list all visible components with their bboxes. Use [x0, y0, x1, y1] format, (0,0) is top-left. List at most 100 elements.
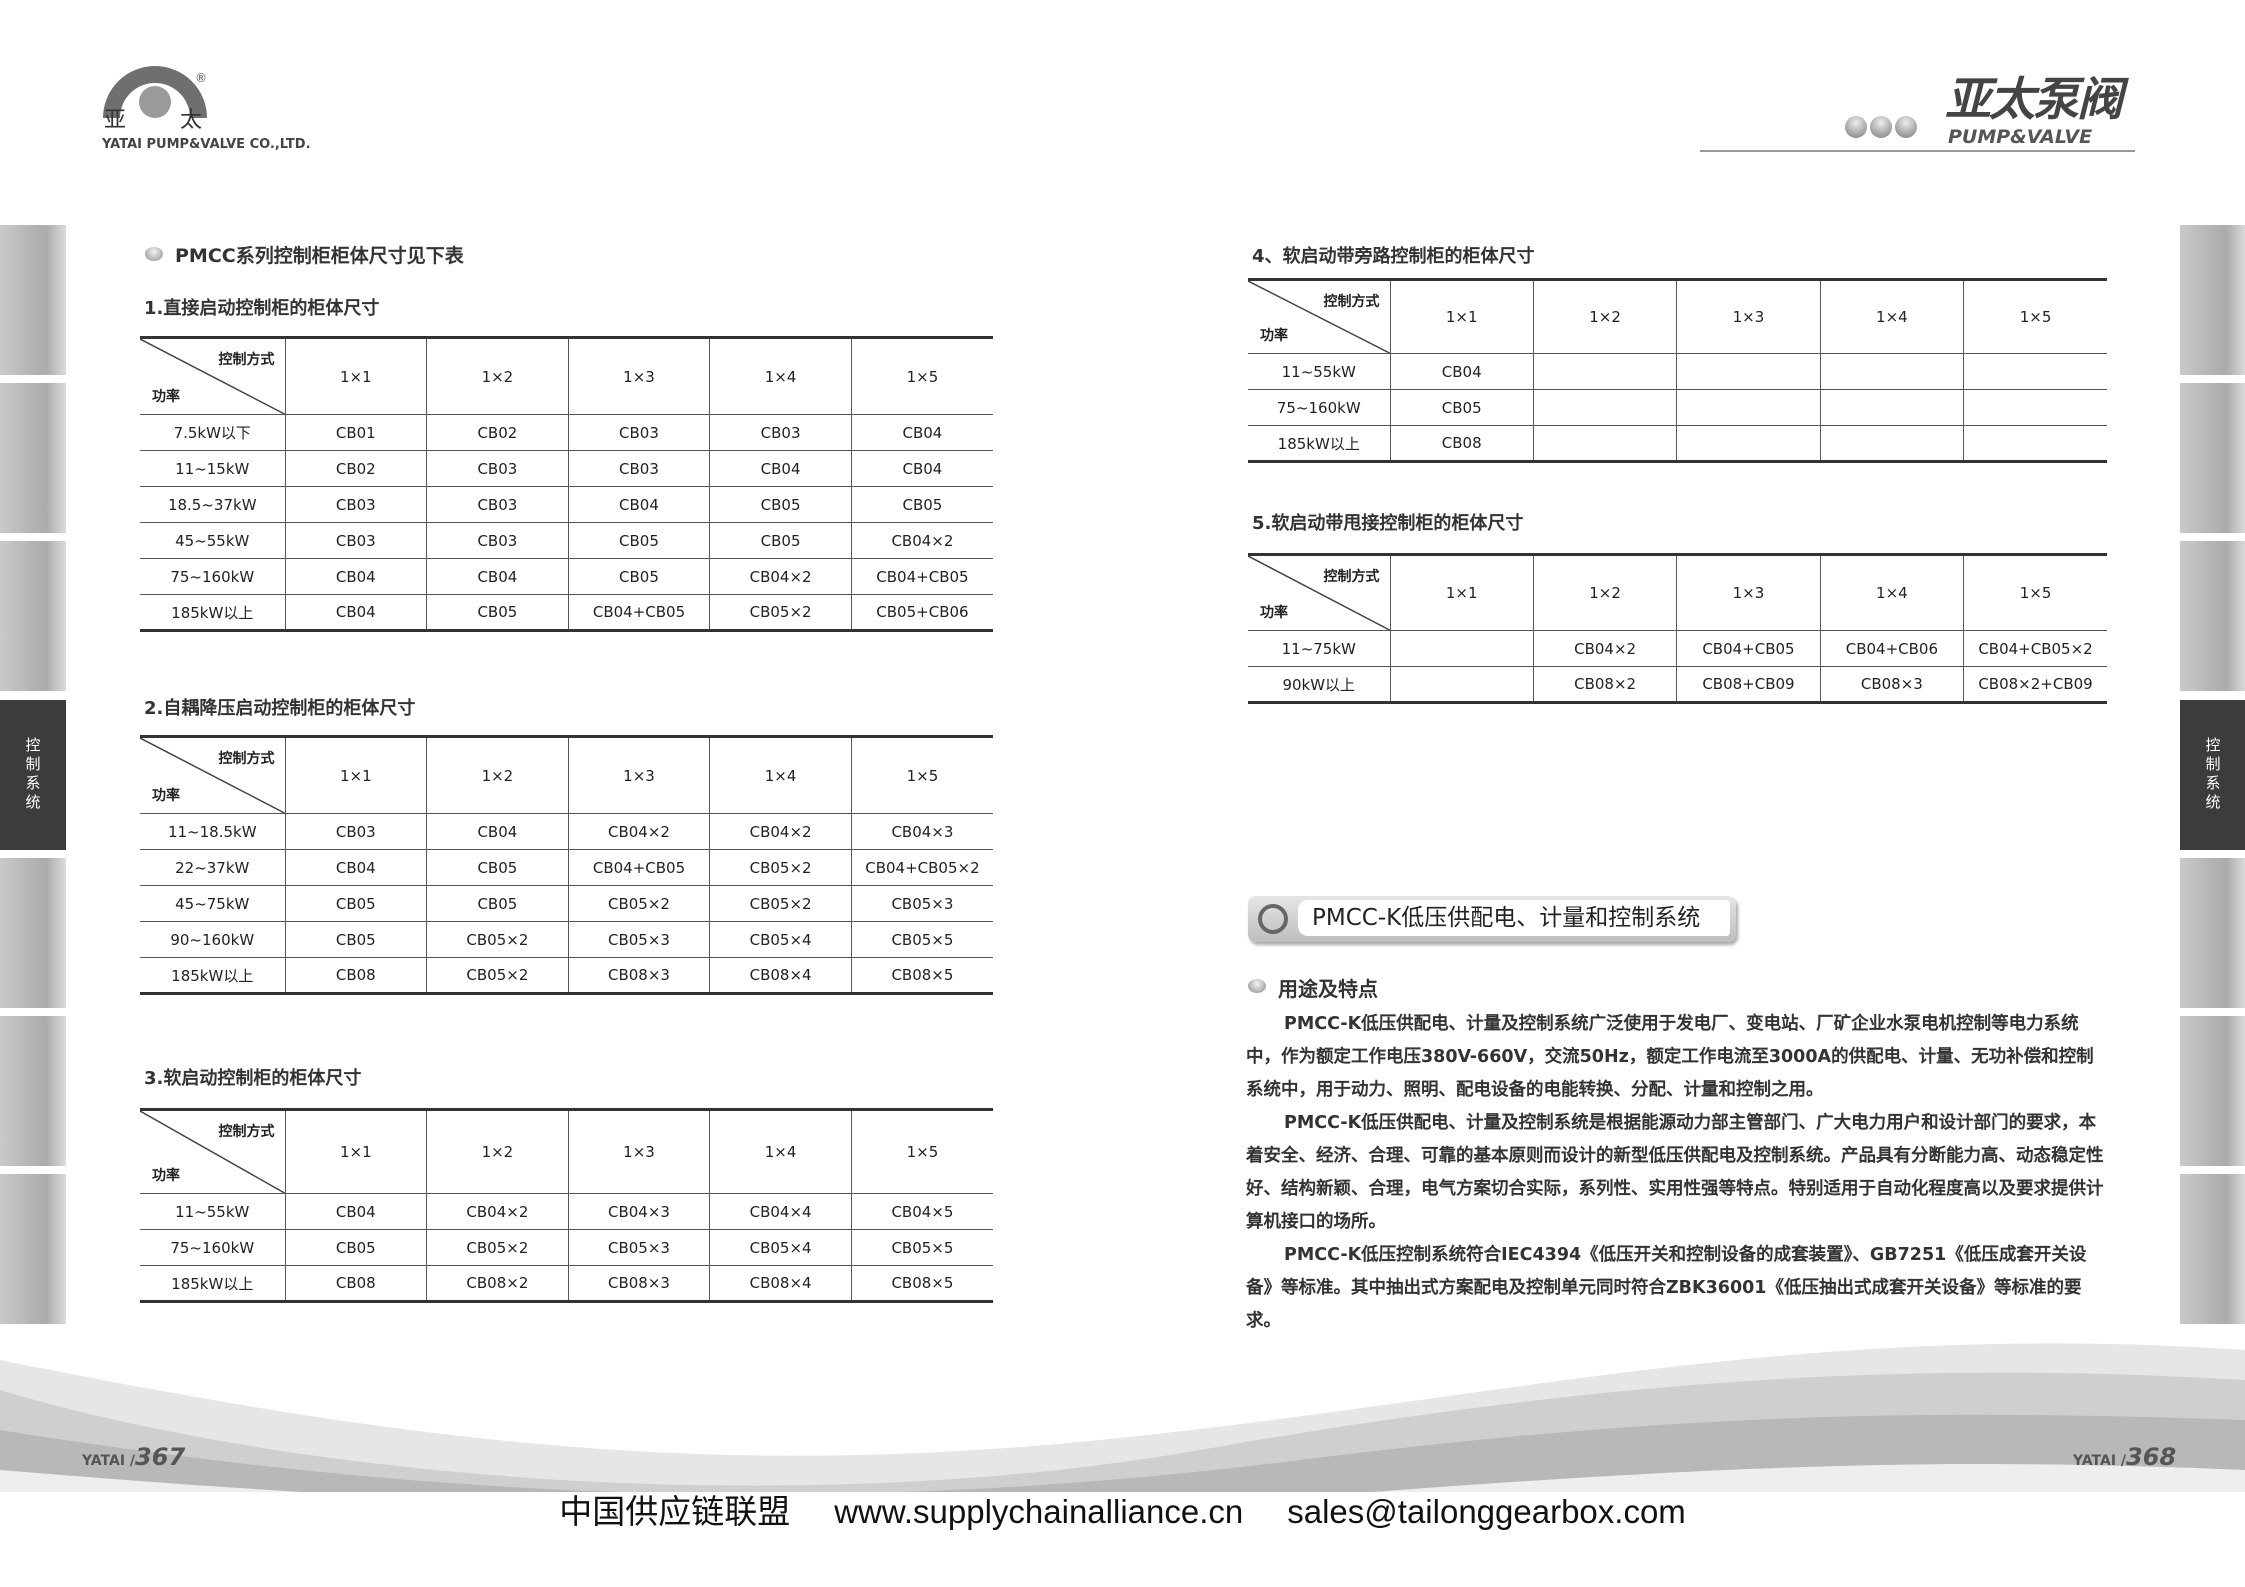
footer-website[interactable]: www.supplychainalliance.cn [834, 1493, 1244, 1530]
column-header: 1×3 [567, 1109, 710, 1194]
corner-top-label: 控制方式 [218, 352, 275, 368]
right-logo-en: PUMP&VALVE [1948, 126, 2093, 148]
column-header: 1×4 [1819, 554, 1964, 631]
table-cell: CB05×2 [709, 849, 852, 886]
table-cell: CB02 [426, 414, 569, 451]
table-cell: CB05 [426, 885, 569, 922]
table-cell [1819, 353, 1964, 390]
row-label: 7.5kW以下 [140, 414, 285, 451]
size-table: 控制方式 功率 1×1 1×2 1×3 1×4 1×5 11~55kW CB04 75~160kW… [1248, 278, 2107, 463]
table-header-row: 控制方式 功率 1×1 1×2 1×3 1×4 1×5 [1248, 279, 2107, 354]
corner-bottom-label: 功率 [1260, 328, 1288, 344]
table-cell: CB05 [284, 1229, 427, 1266]
corner-bottom-label: 功率 [152, 788, 180, 804]
side-tab [0, 1174, 66, 1324]
table-cell: CB03 [284, 522, 427, 559]
page-number: 368 [2126, 1443, 2177, 1471]
diagonal-line [140, 738, 285, 813]
table-cell: CB04+CB05 [567, 594, 710, 631]
column-header: 1×4 [709, 1109, 852, 1194]
column-header: 1×1 [284, 736, 427, 814]
table-cell: CB05×2 [709, 885, 852, 922]
table-row: 75~160kW CB05 CB05×2 CB05×3 CB05×4 CB05×5 [140, 1229, 993, 1266]
column-header: 1×3 [567, 337, 710, 415]
table-cell: CB04 [567, 486, 710, 523]
side-tab [2180, 225, 2245, 375]
row-label: 18.5~37kW [140, 486, 285, 523]
row-label: 45~55kW [140, 522, 285, 559]
table-row: 185kW以上 CB04 CB05 CB04+CB05 CB05×2 CB05+CB06 [140, 594, 993, 631]
corner-cell: 控制方式功率 [1248, 279, 1390, 354]
table-cell [1963, 389, 2107, 426]
table-cell: CB03 [709, 414, 852, 451]
table-cell: CB04×2 [850, 522, 993, 559]
side-tab [2180, 541, 2245, 691]
corner-top-label: 控制方式 [218, 751, 275, 767]
table-cell: CB04+CB05 [567, 849, 710, 886]
diagonal-line [140, 1111, 285, 1193]
table-cell: CB01 [284, 414, 427, 451]
table-row: 11~15kW CB02 CB03 CB03 CB04 CB04 [140, 450, 993, 487]
table-cell: CB04 [850, 450, 993, 487]
table-cell [1819, 389, 1964, 426]
side-tab [0, 1016, 66, 1166]
column-header: 1×4 [709, 337, 852, 415]
ring-icon [1258, 904, 1288, 934]
table-cell: CB05 [284, 921, 427, 958]
table-cell: CB04×2 [1532, 630, 1677, 667]
table-cell: CB05 [567, 522, 710, 559]
table-cell: CB05 [426, 849, 569, 886]
table-cell: CB05 [1389, 389, 1534, 426]
paragraph: PMCC-K低压供配电、计量及控制系统是根据能源动力部主管部门、广大电力用户和设… [1246, 1113, 2104, 1232]
logo-dot [139, 86, 171, 118]
table-cell [1389, 630, 1534, 667]
footer-email[interactable]: sales@tailonggearbox.com [1287, 1493, 1686, 1530]
row-label: 11~55kW [1248, 353, 1390, 390]
table-cell: CB04 [284, 558, 427, 595]
column-header: 1×1 [1389, 279, 1534, 354]
table-cell: CB05 [284, 885, 427, 922]
table-cell: CB04+CB05 [1676, 630, 1821, 667]
row-label: 90~160kW [140, 921, 285, 958]
table-cell: CB08×3 [1819, 666, 1964, 703]
table-cell: CB08 [1389, 425, 1534, 462]
table-cell: CB08×2 [426, 1265, 569, 1302]
corner-top-label: 控制方式 [1323, 294, 1380, 310]
table-cell: CB08×3 [567, 957, 710, 994]
size-table: 控制方式 功率 1×1 1×2 1×3 1×4 1×5 11~75kW CB04×2 CB04+C… [1248, 553, 2107, 704]
row-label: 11~15kW [140, 450, 285, 487]
table-cell: CB05×5 [850, 921, 993, 958]
table-cell: CB05×4 [709, 921, 852, 958]
table-title: 2.自耦降压启动控制柜的柜体尺寸 [144, 698, 416, 719]
table-cell [1532, 425, 1677, 462]
table-cell [1389, 666, 1534, 703]
table-row: 11~75kW CB04×2 CB04+CB05 CB04+CB06 CB04+CB05… [1248, 630, 2107, 667]
table-cell [1532, 353, 1677, 390]
table-row: 45~75kW CB05 CB05 CB05×2 CB05×2 CB05×3 [140, 885, 993, 922]
side-tab [0, 858, 66, 1008]
column-header: 1×3 [567, 736, 710, 814]
table-cell: CB08+CB09 [1676, 666, 1821, 703]
table-cell: CB05×4 [709, 1229, 852, 1266]
column-header: 1×1 [284, 1109, 427, 1194]
row-label: 22~37kW [140, 849, 285, 886]
bullet-icon [145, 247, 163, 261]
size-table: 控制方式 功率 1×1 1×2 1×3 1×4 1×5 11~55kW CB04 CB04×2 CB… [140, 1108, 993, 1303]
description: PMCC-K低压供配电、计量及控制系统广泛使用于发电厂、变电站、厂矿企业水泵电机… [1246, 1008, 2106, 1338]
row-label: 75~160kW [140, 1229, 285, 1266]
column-header: 1×1 [284, 337, 427, 415]
table-row: 90kW以上 CB08×2 CB08+CB09 CB08×3 CB08×2+CB09 [1248, 666, 2107, 703]
side-tab [2180, 383, 2245, 533]
table-cell: CB03 [426, 522, 569, 559]
table-cell [1963, 425, 2107, 462]
page-number-right: YATAI /368 [2073, 1443, 2176, 1471]
table-row: 90~160kW CB05 CB05×2 CB05×3 CB05×4 CB05×5 [140, 921, 993, 958]
subsection-title: 用途及特点 [1278, 977, 1378, 1001]
table-cell: CB04 [709, 450, 852, 487]
logo-cn-left: 亚 [104, 108, 127, 133]
table-cell: CB08×2 [1532, 666, 1677, 703]
row-label: 11~55kW [140, 1193, 285, 1230]
table-cell: CB04 [284, 594, 427, 631]
row-label: 11~18.5kW [140, 813, 285, 850]
page-number-left: YATAI /367 [82, 1443, 185, 1471]
